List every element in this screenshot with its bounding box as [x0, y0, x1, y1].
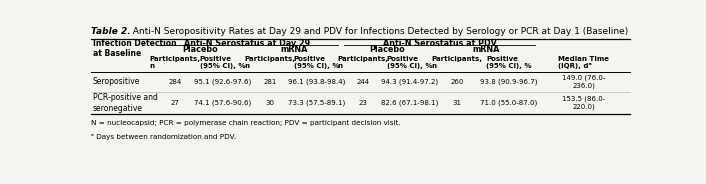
Text: Placebo: Placebo [183, 45, 218, 54]
Text: Placebo: Placebo [370, 45, 405, 54]
Text: 30: 30 [265, 100, 275, 106]
Text: PCR-positive and
seronegative: PCR-positive and seronegative [92, 93, 157, 113]
Text: Positive
(95% CI), %: Positive (95% CI), % [486, 56, 532, 69]
Text: 94.3 (91.4-97.2): 94.3 (91.4-97.2) [381, 79, 438, 85]
Text: Anti-N Serostatus at Day 29: Anti-N Serostatus at Day 29 [184, 39, 310, 47]
Text: Positive
(95% CI), %: Positive (95% CI), % [200, 56, 245, 69]
Text: 96.1 (93.8-98.4): 96.1 (93.8-98.4) [288, 79, 345, 85]
Text: 23: 23 [359, 100, 367, 106]
Text: Participants,
n: Participants, n [244, 56, 295, 69]
Text: Positive
(95% CI), %: Positive (95% CI), % [387, 56, 432, 69]
Text: 93.8 (90.9-96.7): 93.8 (90.9-96.7) [480, 79, 538, 85]
Text: mRNA: mRNA [281, 45, 309, 54]
Text: mRNA: mRNA [472, 45, 500, 54]
Text: Anti-N Seropositivity Rates at Day 29 and PDV for Infections Detected by Serolog: Anti-N Seropositivity Rates at Day 29 an… [126, 27, 628, 36]
Text: Table 2.: Table 2. [91, 27, 131, 36]
Text: 82.6 (67.1-98.1): 82.6 (67.1-98.1) [381, 100, 438, 106]
Text: 95.1 (92.6-97.6): 95.1 (92.6-97.6) [193, 79, 251, 85]
Text: Infection Detection
at Baseline: Infection Detection at Baseline [92, 39, 176, 58]
Text: 149.0 (76.0-
236.0): 149.0 (76.0- 236.0) [562, 75, 606, 89]
Text: N = nucleocapsid; PCR = polymerase chain reaction; PDV = participant decision vi: N = nucleocapsid; PCR = polymerase chain… [91, 120, 400, 125]
Text: 153.5 (86.0-
220.0): 153.5 (86.0- 220.0) [563, 95, 606, 110]
Text: ᵃ Days between randomization and PDV.: ᵃ Days between randomization and PDV. [91, 134, 236, 140]
Text: 284: 284 [168, 79, 181, 85]
Text: 281: 281 [263, 79, 277, 85]
Text: Participants,
n: Participants, n [337, 56, 388, 69]
Text: Participants,
n: Participants, n [431, 56, 482, 69]
Text: Participants,
n: Participants, n [149, 56, 201, 69]
Text: Median Time
(IQR), dᵃ: Median Time (IQR), dᵃ [558, 56, 609, 69]
Text: 31: 31 [453, 100, 462, 106]
Text: 27: 27 [170, 100, 179, 106]
Text: Seropositive: Seropositive [92, 77, 140, 86]
Text: 74.1 (57.6-90.6): 74.1 (57.6-90.6) [193, 100, 251, 106]
Text: 260: 260 [450, 79, 464, 85]
Text: 71.0 (55.0-87.0): 71.0 (55.0-87.0) [480, 100, 538, 106]
Text: Positive
(95% CI), %: Positive (95% CI), % [294, 56, 339, 69]
Text: 244: 244 [357, 79, 369, 85]
Text: 73.3 (57.5-89.1): 73.3 (57.5-89.1) [288, 100, 345, 106]
Text: Anti-N Serostatus at PDV: Anti-N Serostatus at PDV [383, 39, 496, 47]
